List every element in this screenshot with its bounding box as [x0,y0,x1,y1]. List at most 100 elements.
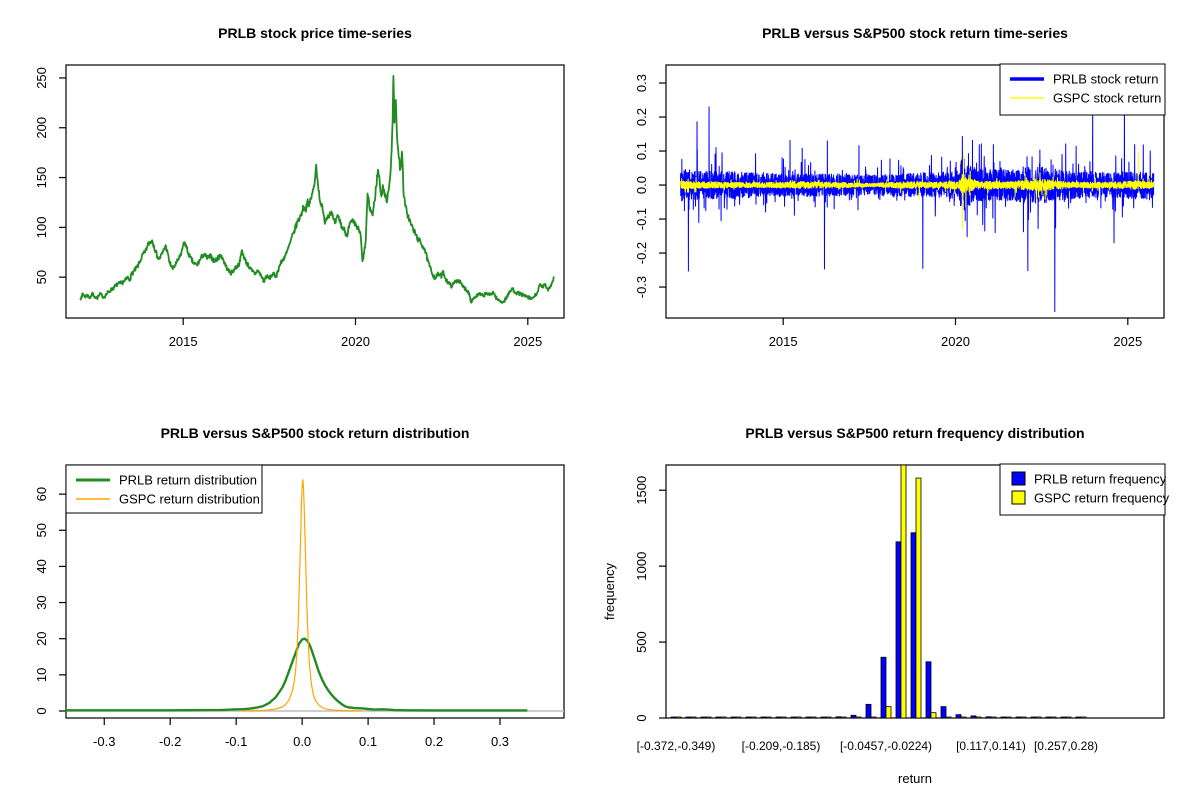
y-tick-label: 0.1 [634,142,649,160]
prlb-frequency-bar [955,714,962,719]
y-tick-label: 1000 [634,552,649,581]
prlb-frequency-bar [835,716,842,719]
gspc-frequency-bar [945,716,952,719]
legend-item-label: GSPC stock return [1053,91,1161,106]
legend-item-label: PRLB stock return [1053,72,1159,87]
y-tick-label: 40 [34,559,49,573]
prlb-return-series [679,92,1155,313]
prlb-frequency-bar [1000,716,1007,719]
x-tick-label: 0.2 [425,734,443,749]
bin-interval-label: [-0.0457,-0.0224) [840,739,932,753]
gspc-frequency-bar [690,716,697,719]
gspc-frequency-bar [1065,716,1072,719]
prlb-frequency-bar [1075,716,1082,719]
chart-title-price-timeseries: PRLB stock price time-series [218,25,412,41]
x-tick-label: -0.1 [225,734,247,749]
y-tick-label: 100 [34,217,49,239]
prlb-frequency-bar [760,716,767,719]
y-tick-label: 0 [634,714,649,721]
y-tick-label: 30 [34,595,49,609]
prlb-frequency-bar [1045,716,1052,719]
prlb-frequency-bar [850,714,857,719]
gspc-frequency-bar [930,712,937,719]
x-tick-label: 2015 [169,334,198,349]
x-tick-label: 2025 [513,334,542,349]
return-distribution-chart: PRLB versus S&P500 stock return distribu… [34,425,565,749]
return-frequency-chart: PRLB versus S&P500 return frequency dist… [602,425,1170,786]
legend-box [999,463,1166,516]
prlb-frequency-bar [805,716,812,719]
prlb-frequency-bar [715,716,722,719]
gspc-frequency-bar [915,477,922,719]
prlb-frequency-bar [970,715,977,719]
panel-return-frequency: PRLB versus S&P500 return frequency dist… [600,400,1200,800]
prlb-density-curve [64,637,528,712]
y-tick-label: 0.3 [634,74,649,92]
gspc-frequency-bar [735,716,742,719]
gspc-frequency-bar [825,716,832,719]
prlb-frequency-bar [775,716,782,719]
plot-box [65,464,565,719]
y-tick-label: 1500 [634,476,649,505]
plot-box [665,64,1165,319]
y-tick-label: 150 [34,167,49,189]
price-timeseries-chart: PRLB stock price time-series 2015 2020 202… [34,25,565,349]
x-axis-label: return [898,771,932,786]
y-tick-label: 200 [34,117,49,139]
gspc-frequency-bar [960,716,967,719]
prlb-frequency-bar [985,716,992,719]
gspc-frequency-bar [810,716,817,719]
prlb-frequency-bar [910,532,917,719]
prlb-frequency-bar [700,716,707,719]
legend-box [65,464,263,514]
y-tick-label: 0 [34,707,49,714]
bin-interval-label: [-0.209,-0.185) [742,739,821,753]
x-tick-label: -0.3 [93,734,115,749]
y-tick-label: 50 [34,523,49,537]
x-tick-label: 2015 [769,334,798,349]
prlb-frequency-bar [790,716,797,719]
gspc-frequency-bar [795,716,802,719]
x-tick-label: 2020 [941,334,970,349]
gspc-frequency-bar [1080,716,1087,719]
gspc-frequency-bar [870,716,877,719]
gspc-frequency-bar [900,464,907,719]
y-tick-label: 500 [634,631,649,653]
legend-swatch [1011,471,1026,486]
panel-return-distribution: PRLB versus S&P500 stock return distribu… [0,400,600,800]
legend-item-label: PRLB return frequency [1034,472,1167,487]
y-tick-label: 20 [34,631,49,645]
gspc-frequency-bar [990,716,997,719]
y-tick-label: 60 [34,487,49,501]
prlb-frequency-bar [730,716,737,719]
gspc-frequency-bar [1020,716,1027,719]
x-tick-label: 0.0 [293,734,311,749]
x-tick-label: 0.3 [491,734,509,749]
prlb-frequency-bar [670,716,677,719]
plot-box [65,64,565,319]
x-tick-label: -0.2 [159,734,181,749]
legend-item-label: GSPC return frequency [1034,491,1170,506]
x-tick-label: 2020 [341,334,370,349]
prlb-frequency-bar [685,716,692,719]
prlb-frequency-bar [895,541,902,719]
return-timeseries-chart: PRLB versus S&P500 stock return time-ser… [634,25,1166,349]
prlb-frequency-bar [1030,716,1037,719]
prlb-frequency-bar [880,656,887,719]
chart-title-return-frequency: PRLB versus S&P500 return frequency dist… [745,425,1084,441]
gspc-frequency-bar [765,716,772,719]
prlb-frequency-bar [745,716,752,719]
legend-swatch [1011,490,1026,505]
prlb-price-line [79,75,555,304]
bin-interval-label: [-0.372,-0.349) [637,739,716,753]
prlb-frequency-bar [940,706,947,719]
y-tick-label: 0.2 [634,108,649,126]
x-tick-label: 2025 [1113,334,1142,349]
bin-interval-label: [0.257,0.28) [1034,739,1098,753]
y-tick-label: 10 [34,668,49,682]
y-tick-label: 250 [34,67,49,89]
gspc-frequency-bar [720,716,727,719]
gspc-frequency-bar [885,706,892,719]
gspc-frequency-bar [975,716,982,719]
